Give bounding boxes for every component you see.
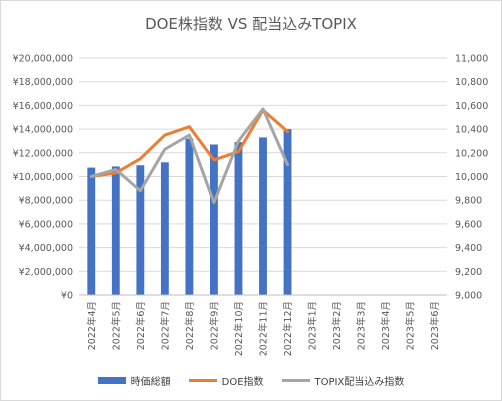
legend-swatch-topix	[281, 379, 310, 382]
legend-item-market-cap: 時価総額	[97, 373, 171, 388]
left-axis-tick-label: ¥0	[61, 291, 73, 302]
left-axis-tick-label: ¥8,000,000	[19, 196, 73, 207]
x-axis-tick-label: 2022年7月	[159, 301, 171, 350]
line-doe-index	[89, 108, 290, 178]
legend-item-doe-index: DOE指数	[188, 373, 264, 388]
bar-market-cap	[259, 137, 267, 295]
bar-market-cap	[160, 162, 169, 295]
left-axis-tick-label: ¥20,000,000	[13, 54, 73, 65]
legend-swatch-doe-index	[188, 379, 217, 382]
x-axis-tick-label: 2023年6月	[429, 301, 441, 350]
right-axis-tick-label: 10,400	[455, 125, 488, 136]
right-axis-tick-label: 9,000	[455, 291, 482, 302]
x-axis-tick-label: 2022年4月	[86, 301, 98, 350]
legend-label-doe-index: DOE指数	[221, 377, 264, 388]
x-axis-tick-label: 2023年3月	[356, 301, 368, 350]
bar-market-cap	[87, 167, 96, 295]
x-axis-tick-label: 2023年1月	[307, 301, 319, 350]
line-topix	[89, 107, 290, 205]
right-axis-tick-label: 9,600	[455, 219, 482, 230]
legend: 時価総額 DOE指数 TOPIX配当込み指数	[1, 373, 501, 388]
left-axis-tick-label: ¥14,000,000	[13, 125, 73, 136]
left-axis-tick-label: ¥12,000,000	[13, 148, 73, 159]
left-axis-tick-label: ¥4,000,000	[19, 243, 73, 254]
right-axis-tick-label: 10,200	[455, 148, 488, 159]
legend-item-topix: TOPIX配当込み指数	[281, 373, 405, 388]
legend-label-market-cap: 時価総額	[130, 377, 171, 388]
bar-market-cap	[136, 165, 145, 295]
x-axis-tick-label: 2022年5月	[110, 301, 122, 350]
x-axis-tick-label: 2023年4月	[380, 301, 392, 350]
chart-title: DOE株指数 VS 配当込みTOPIX	[145, 15, 357, 33]
x-axis-tick-label: 2022年10月	[233, 301, 245, 356]
bar-market-cap	[185, 138, 194, 295]
bar-market-cap	[210, 144, 218, 295]
x-axis-tick-label: 2022年9月	[208, 301, 220, 350]
left-axis-tick-label: ¥16,000,000	[13, 101, 73, 112]
right-axis-tick-label: 10,000	[455, 172, 488, 183]
bar-market-cap	[234, 142, 243, 295]
legend-label-topix: TOPIX配当込み指数	[314, 377, 405, 388]
x-axis-tick-label: 2022年8月	[184, 301, 196, 350]
x-axis-tick-label: 2022年6月	[135, 301, 147, 350]
left-axis-tick-label: ¥18,000,000	[13, 77, 73, 88]
right-axis-tick-label: 9,400	[455, 243, 482, 254]
x-axis-tick-label: 2023年2月	[331, 301, 343, 350]
bar-market-cap	[111, 166, 120, 295]
right-axis-tick-label: 10,800	[455, 77, 488, 88]
right-axis-tick-label: 9,800	[455, 196, 482, 207]
right-axis-tick-label: 11,000	[455, 54, 488, 65]
left-axis-tick-label: ¥6,000,000	[19, 219, 73, 230]
x-axis-tick-label: 2022年11月	[258, 301, 270, 356]
x-axis-tick-label: 2022年12月	[282, 301, 294, 356]
bar-market-cap	[283, 129, 292, 295]
legend-swatch-market-cap	[97, 377, 126, 384]
x-axis-tick-label: 2023年5月	[405, 301, 417, 350]
right-axis-tick-label: 10,600	[455, 101, 488, 112]
right-axis-tick-label: 9,200	[455, 267, 482, 278]
left-axis-tick-label: ¥2,000,000	[19, 267, 73, 278]
left-axis-tick-label: ¥10,000,000	[13, 172, 73, 183]
